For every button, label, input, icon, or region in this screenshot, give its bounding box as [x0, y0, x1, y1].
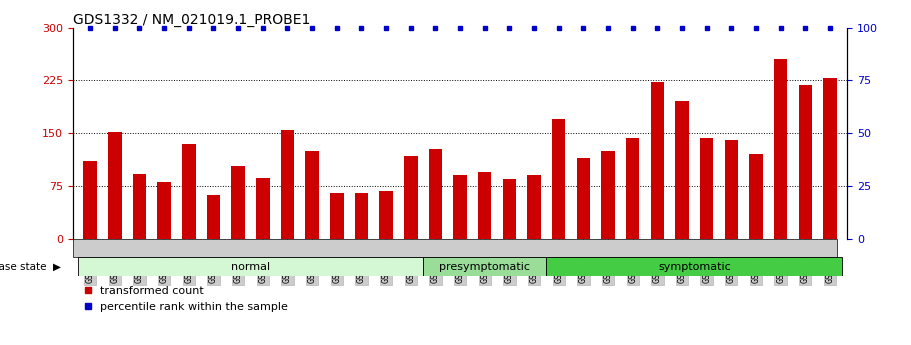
Text: presymptomatic: presymptomatic — [439, 262, 530, 272]
Bar — [650, 82, 664, 239]
Bar — [330, 193, 343, 239]
Bar — [182, 144, 196, 239]
Bar — [354, 193, 368, 239]
Bar — [84, 161, 97, 239]
Bar — [601, 151, 615, 239]
Bar — [423, 257, 547, 276]
Bar — [503, 179, 517, 239]
Bar — [77, 257, 423, 276]
Bar — [626, 138, 640, 239]
Bar — [799, 85, 812, 239]
Bar — [108, 132, 121, 239]
Bar — [478, 172, 492, 239]
Bar — [73, 239, 837, 257]
Bar — [824, 78, 836, 239]
Bar — [404, 156, 417, 239]
Bar — [158, 183, 171, 239]
Text: GDS1332 / NM_021019.1_PROBE1: GDS1332 / NM_021019.1_PROBE1 — [73, 12, 311, 27]
Bar — [724, 140, 738, 239]
Bar — [231, 166, 245, 239]
Bar — [527, 175, 541, 239]
Legend: transformed count, percentile rank within the sample: transformed count, percentile rank withi… — [78, 282, 292, 316]
Text: disease state  ▶: disease state ▶ — [0, 262, 60, 272]
Text: symptomatic: symptomatic — [658, 262, 731, 272]
Text: normal: normal — [230, 262, 270, 272]
Bar — [577, 158, 590, 239]
Bar — [454, 175, 466, 239]
Bar — [256, 178, 270, 239]
Bar — [675, 101, 689, 239]
Bar — [773, 59, 787, 239]
Bar — [749, 154, 763, 239]
Bar — [547, 257, 843, 276]
Bar — [305, 151, 319, 239]
Bar — [700, 138, 713, 239]
Bar — [133, 174, 147, 239]
Bar — [379, 191, 393, 239]
Bar — [281, 130, 294, 239]
Bar — [207, 195, 220, 239]
Bar — [552, 119, 566, 239]
Bar — [428, 149, 442, 239]
